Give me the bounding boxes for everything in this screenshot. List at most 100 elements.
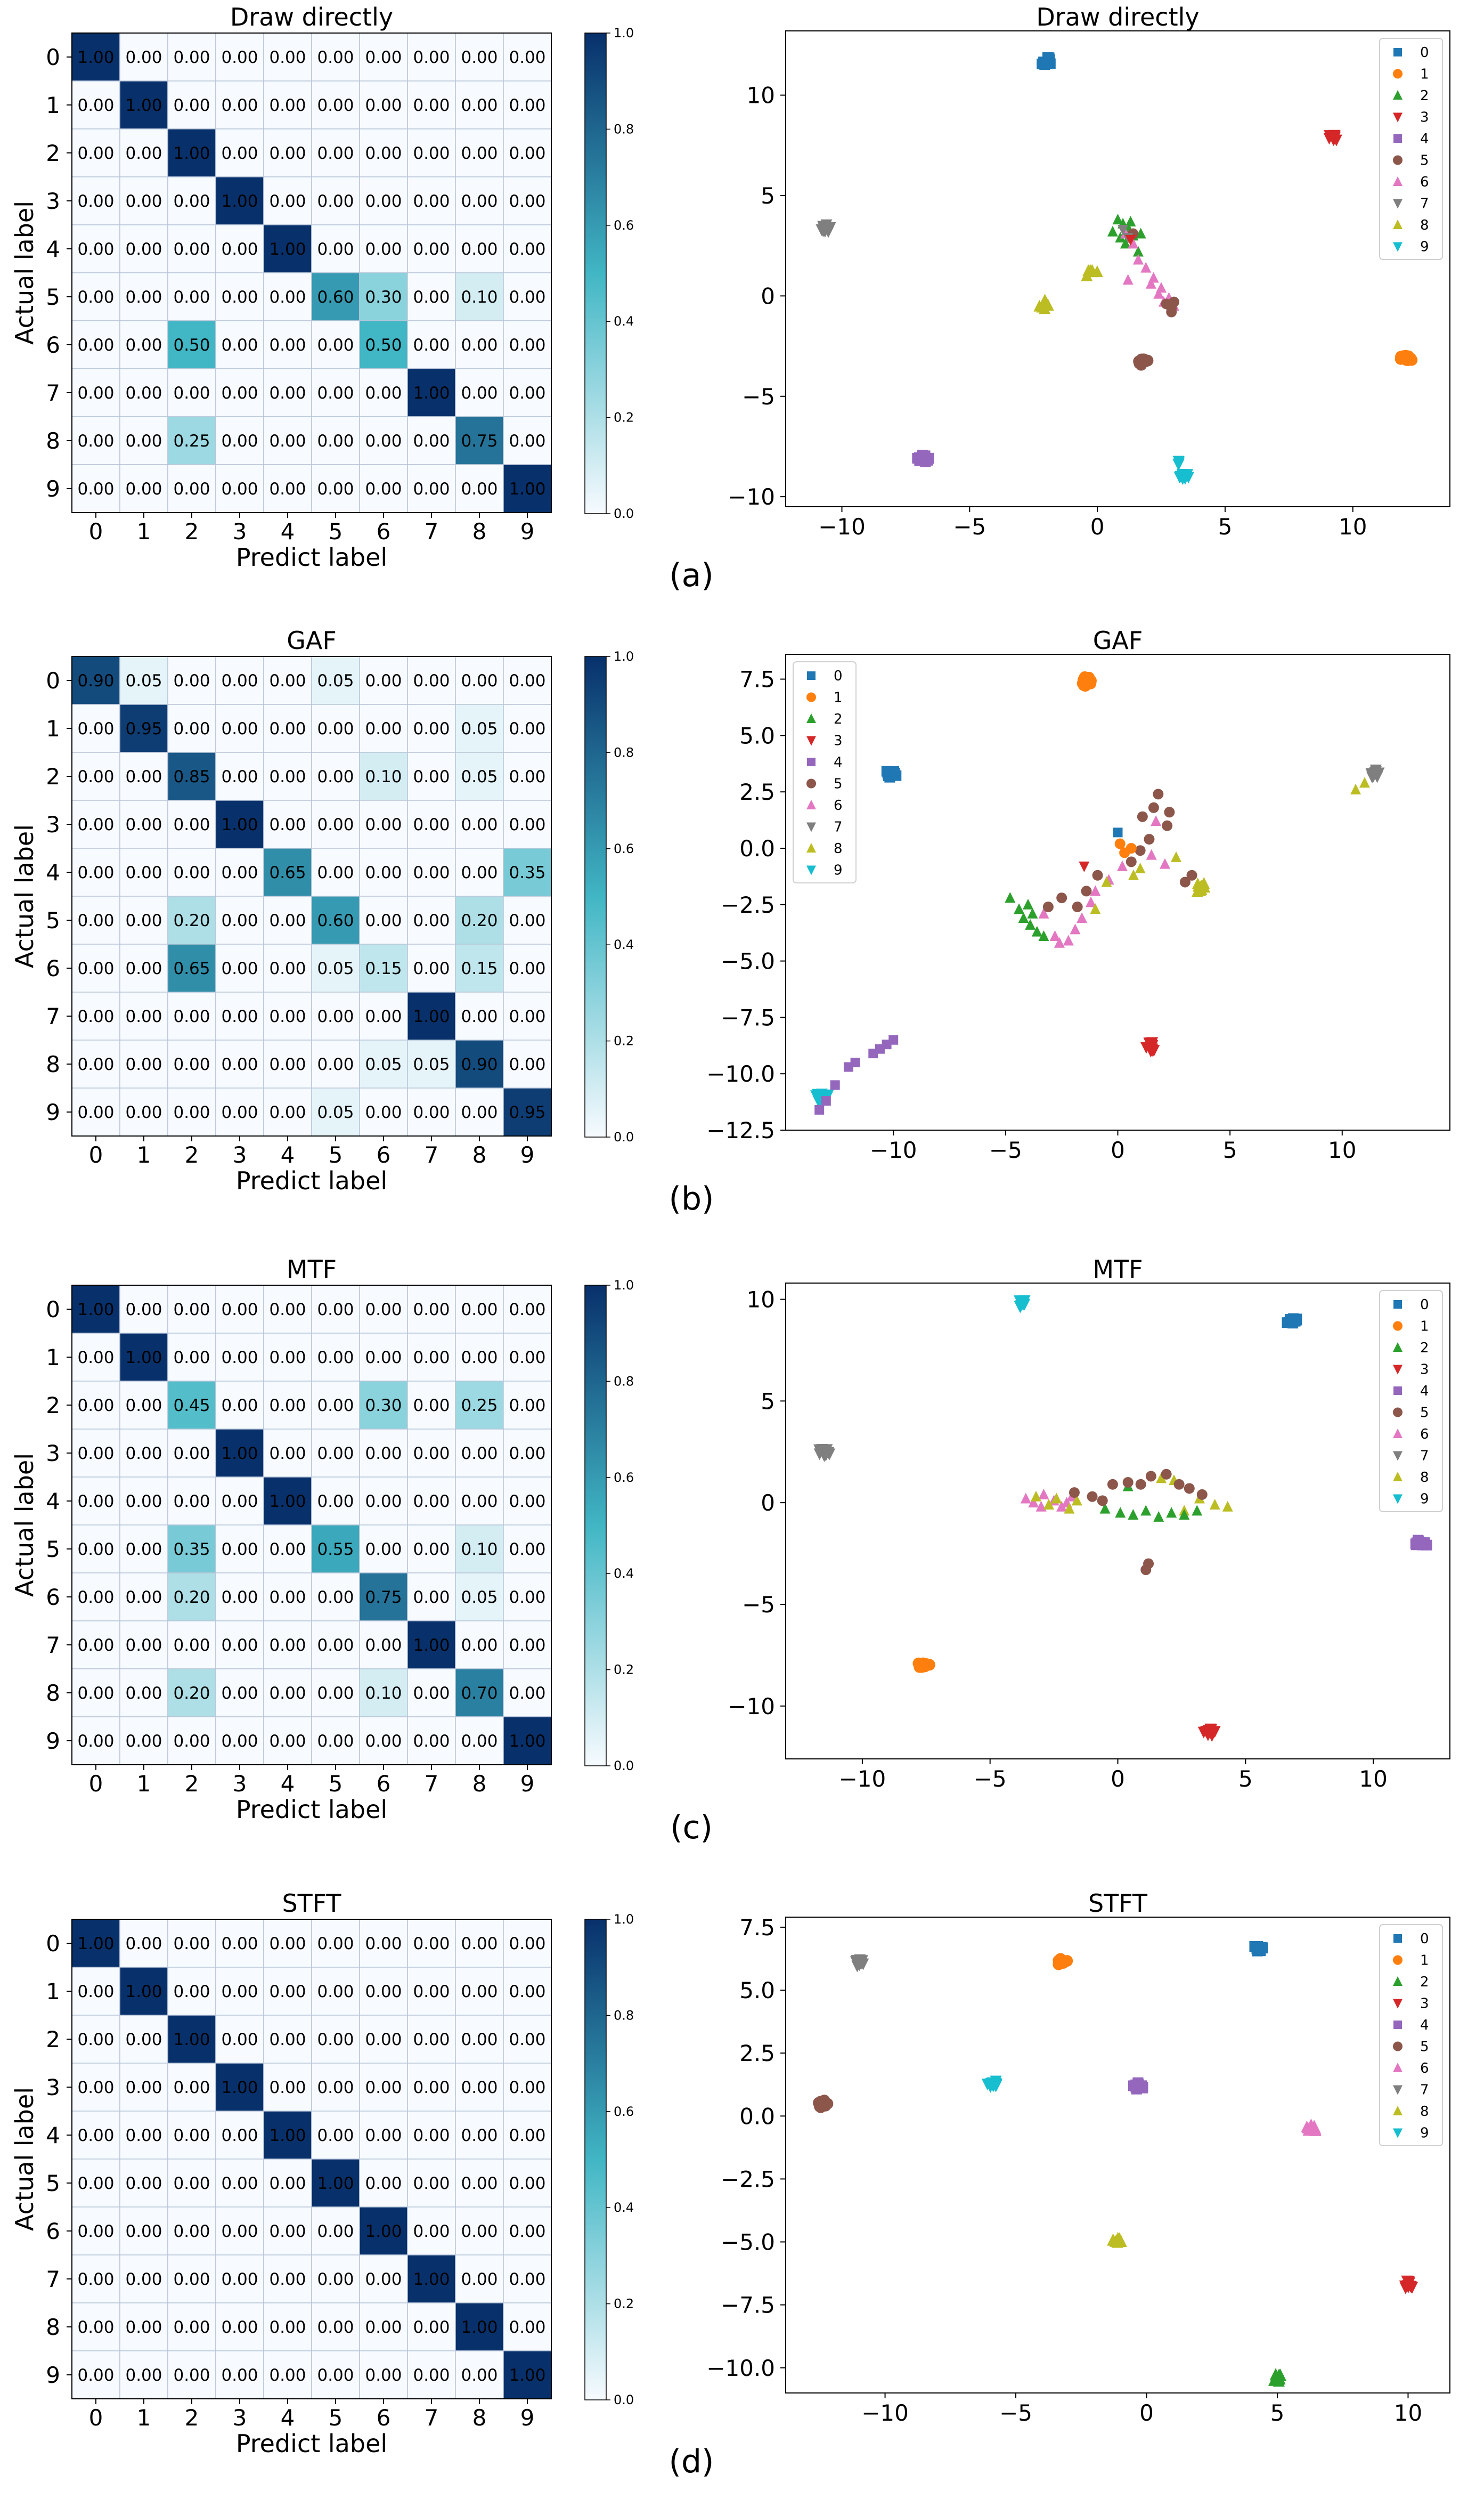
scatter-point-class-8 xyxy=(1192,885,1204,897)
y-tick-label: −7.5 xyxy=(721,2292,775,2318)
legend-label: 3 xyxy=(1420,1996,1429,2012)
heatmap-cell-value: 0.00 xyxy=(221,2270,258,2289)
heatmap-cell-value: 0.05 xyxy=(317,959,354,978)
heatmap-cell-value: 0.00 xyxy=(77,1055,114,1074)
heatmap-cell-value: 0.00 xyxy=(221,1636,258,1655)
heatmap-cell-value: 1.00 xyxy=(509,480,545,499)
heatmap-cell xyxy=(119,944,168,993)
heatmap-cell-value: 0.00 xyxy=(173,384,210,403)
heatmap-cell-value: 0.00 xyxy=(365,2030,402,2049)
heatmap-cell-value: 0.00 xyxy=(509,432,545,451)
heatmap-cell xyxy=(263,800,312,849)
heatmap-cell-value: 1.00 xyxy=(77,48,114,67)
x-tick-label: −5 xyxy=(989,1137,1022,1163)
heatmap-cell xyxy=(455,752,504,801)
heatmap-cell-value: 0.00 xyxy=(461,1982,498,2001)
heatmap-cell xyxy=(263,848,312,897)
legend-label: 5 xyxy=(1420,153,1429,169)
heatmap-cell-value: 0.00 xyxy=(269,671,306,691)
heatmap-cell-value: 0.00 xyxy=(269,1684,306,1703)
heatmap-cell-value: 0.00 xyxy=(365,2318,402,2337)
heatmap-cell-value: 0.00 xyxy=(125,2318,162,2337)
heatmap-cell xyxy=(167,368,216,417)
heatmap-cell xyxy=(119,2015,168,2064)
heatmap-cell-value: 0.00 xyxy=(413,1300,450,1319)
heatmap-cell-value: 0.00 xyxy=(365,2270,402,2289)
heatmap-cell xyxy=(215,1620,264,1669)
y-tick-label: 8 xyxy=(46,1680,60,1706)
heatmap-cell xyxy=(263,1572,312,1621)
heatmap-cell-value: 0.00 xyxy=(317,384,354,403)
heatmap-cell xyxy=(71,848,120,897)
heatmap-cell-value: 0.00 xyxy=(125,2270,162,2289)
heatmap-cell-value: 0.00 xyxy=(365,1348,402,1367)
heatmap-cell-value: 0.00 xyxy=(77,1492,114,1511)
heatmap-cell xyxy=(455,800,504,849)
scatter-point-class-2 xyxy=(1192,1505,1203,1516)
heatmap-cell xyxy=(455,128,504,177)
heatmap-cell-value: 0.00 xyxy=(77,1732,114,1751)
legend-marker xyxy=(1393,2063,1403,2072)
x-tick-label: 1 xyxy=(137,518,151,545)
heatmap-cell-value: 0.00 xyxy=(125,815,162,834)
scatter-point-class-2 xyxy=(1099,1503,1111,1514)
scatter-point-class-6 xyxy=(1153,288,1164,299)
heatmap-cell-value: 0.00 xyxy=(509,911,545,930)
y-tick-label: −2.5 xyxy=(721,892,775,918)
heatmap-cell xyxy=(71,128,120,177)
legend-label: 3 xyxy=(1420,1362,1429,1378)
heatmap-cell xyxy=(359,1333,408,1382)
heatmap-cell-value: 0.00 xyxy=(317,1348,354,1367)
legend-label: 0 xyxy=(834,668,843,684)
heatmap-cell xyxy=(311,1429,360,1478)
heatmap-cell xyxy=(311,1333,360,1382)
heatmap-cell-value: 0.10 xyxy=(461,288,498,307)
heatmap-cell-value: 0.00 xyxy=(509,1934,545,1953)
heatmap-cell-value: 0.00 xyxy=(221,1007,258,1026)
scatter-point-class-8 xyxy=(1350,783,1361,794)
scatter-frame xyxy=(785,654,1450,1131)
heatmap-cell-value: 0.15 xyxy=(365,959,402,978)
y-tick-label: 6 xyxy=(46,332,60,358)
heatmap-cell-value: 0.00 xyxy=(317,863,354,882)
heatmap-cell-value: 0.00 xyxy=(77,96,114,115)
heatmap-cell-value: 0.00 xyxy=(317,1732,354,1751)
scatter-point-class-2 xyxy=(1014,903,1025,914)
heatmap-cell-value: 0.00 xyxy=(461,96,498,115)
legend-marker xyxy=(1393,2041,1403,2051)
x-tick-label: 3 xyxy=(233,518,247,545)
scatter-point-class-7 xyxy=(818,223,830,235)
heatmap-cell-value: 0.00 xyxy=(269,432,306,451)
x-tick-label: 2 xyxy=(185,2405,199,2431)
heatmap-cell-value: 0.00 xyxy=(269,1732,306,1751)
scatter-point-class-8 xyxy=(1110,2235,1122,2247)
legend-label: 2 xyxy=(834,711,843,727)
scatter-title: STFT xyxy=(1088,1889,1148,1918)
heatmap-cell-value: 0.00 xyxy=(413,1396,450,1415)
heatmap-cell xyxy=(167,1919,216,1968)
x-tick-label: 10 xyxy=(1339,514,1367,540)
heatmap-cell xyxy=(215,80,264,129)
heatmap-cell-value: 0.00 xyxy=(461,815,498,834)
scatter-point-class-4 xyxy=(830,1080,840,1090)
heatmap-cell-value: 0.00 xyxy=(173,480,210,499)
heatmap-cell xyxy=(215,848,264,897)
scatter-point-class-8 xyxy=(1042,299,1054,311)
heatmap-cell-value: 0.00 xyxy=(125,240,162,259)
colorbar-tick-label: 0.8 xyxy=(614,121,634,136)
heatmap-cell xyxy=(71,2350,120,2399)
heatmap-title: Draw directly xyxy=(230,3,393,31)
heatmap-cell xyxy=(359,416,408,465)
scatter-point-class-1 xyxy=(1400,353,1412,366)
y-tick-label: 1 xyxy=(46,1344,60,1370)
heatmap-cell-value: 0.00 xyxy=(509,2222,545,2241)
colorbar xyxy=(584,33,607,514)
heatmap-cell xyxy=(119,1040,168,1089)
heatmap-cell-value: 0.00 xyxy=(221,719,258,739)
legend-box xyxy=(793,661,857,883)
heatmap-cell xyxy=(167,944,216,993)
heatmap-cell xyxy=(455,2350,504,2399)
heatmap-cell-value: 1.00 xyxy=(413,384,450,403)
scatter-point-class-9 xyxy=(1175,470,1187,483)
